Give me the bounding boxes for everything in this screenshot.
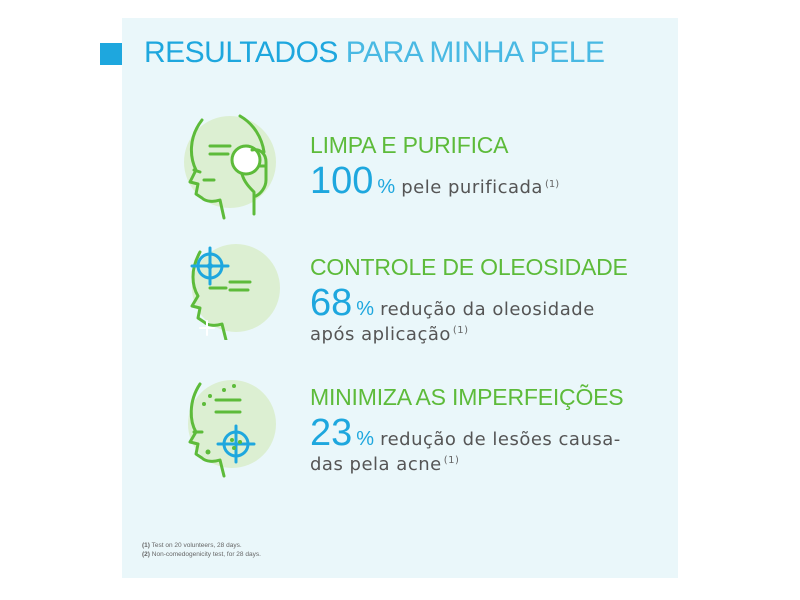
face-oil-control-icon: [190, 244, 280, 340]
title-part-1: RESULTADOS: [144, 36, 338, 69]
footnote-text: Test on 20 volunteers, 28 days.: [151, 542, 242, 549]
percent-value: 68: [310, 282, 353, 324]
percent-sign: %: [377, 176, 396, 198]
face-cleansing-icon: [184, 114, 276, 220]
percent-sign: %: [356, 298, 375, 320]
percent-value: 100: [310, 160, 374, 202]
stat-line-2: 68% redução da oleosidade: [310, 282, 595, 325]
footnote-2: (2) Non-comedogenicity test, for 28 days…: [142, 550, 261, 559]
heading-limpa-purifica: LIMPA E PURIFICA: [310, 132, 509, 158]
stat-description: redução de lesões causa-: [380, 429, 621, 450]
stat-description: redução da oleosidade: [380, 299, 595, 320]
title-part-2: PARA MINHA PELE: [345, 36, 605, 69]
stat-line-3: 23% redução de lesões causa-: [310, 412, 621, 455]
heading-minimiza-imperfeicoes: MINIMIZA AS IMPERFEIÇÕES: [310, 384, 624, 410]
footnote-ref: (1): [452, 325, 469, 336]
footnote-mark: (2): [142, 551, 150, 558]
footnote-1: (1) Test on 20 volunteers, 28 days.: [142, 541, 261, 550]
footnote-mark: (1): [142, 542, 150, 549]
page-title: RESULTADOS PARA MINHA PELE: [144, 36, 605, 70]
footnote-text: Non-comedogenicity test, for 28 days.: [151, 551, 261, 558]
percent-value: 23: [310, 412, 353, 454]
stat-description-continued: das pela acne (1): [310, 454, 459, 475]
stat-description-continued: após aplicação (1): [310, 324, 469, 345]
footnote-ref: (1): [443, 455, 460, 466]
face-blemish-target-icon: [188, 380, 276, 478]
stat-description-line-2: após aplicação: [310, 324, 451, 345]
stat-description: pele purificada: [401, 177, 543, 198]
footnotes: (1) Test on 20 volunteers, 28 days. (2) …: [142, 541, 261, 559]
footnote-ref: (1): [544, 178, 560, 190]
stat-line-1: 100% pele purificada (1): [310, 160, 559, 203]
heading-controle-oleosidade: CONTROLE DE OLEOSIDADE: [310, 254, 628, 280]
stat-description-line-2: das pela acne: [310, 454, 442, 475]
percent-sign: %: [356, 428, 375, 450]
title-square-icon: [100, 43, 122, 65]
